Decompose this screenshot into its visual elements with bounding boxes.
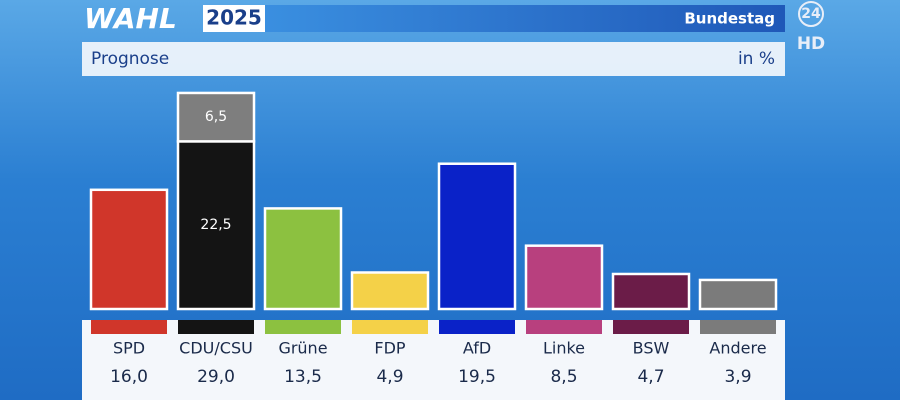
header-band [265,5,785,32]
party-name: AfD [463,339,491,358]
bar [698,278,778,311]
brand: WAHL [84,2,177,35]
color-strip [700,320,776,334]
color-strip [265,320,341,334]
logo-ring [798,1,824,27]
bar [611,272,691,311]
logo-text: HD [797,34,825,54]
value-label: 13,5 [284,367,322,387]
value-label: 8,5 [550,367,577,387]
value-label: 4,7 [637,367,664,387]
value-label: 4,9 [376,367,403,387]
value-label: 19,5 [458,367,496,387]
year: 2025 [206,6,262,30]
bar-segment [176,140,256,311]
bar [350,271,430,311]
bar [89,188,169,311]
value-label: 3,9 [724,367,751,387]
unit-label: in % [738,49,775,69]
color-strip [613,320,689,334]
logo-text: 24 [801,6,821,22]
color-strip [439,320,515,334]
title-bar [82,42,785,76]
value-label: 29,0 [197,367,235,387]
color-strip [352,320,428,334]
bar [524,244,604,311]
chart-title: Prognose [91,49,169,69]
party-name: Linke [543,339,585,358]
bar-segment [176,91,256,143]
party-name: Grüne [278,339,327,358]
segment-label: 6,5 [205,109,227,125]
party-name: CDU/CSU [179,339,253,358]
bar [263,207,343,311]
segment-label: 22,5 [200,217,231,233]
year-box [203,5,265,32]
subtitle: Bundestag [684,10,775,28]
party-name: SPD [113,339,145,358]
color-strip [178,320,254,334]
party-name: FDP [374,339,406,358]
bar [437,162,517,311]
value-label: 16,0 [110,367,148,387]
color-strip [526,320,602,334]
party-name: BSW [633,339,670,358]
color-strip [91,320,167,334]
party-name: Andere [709,339,766,358]
